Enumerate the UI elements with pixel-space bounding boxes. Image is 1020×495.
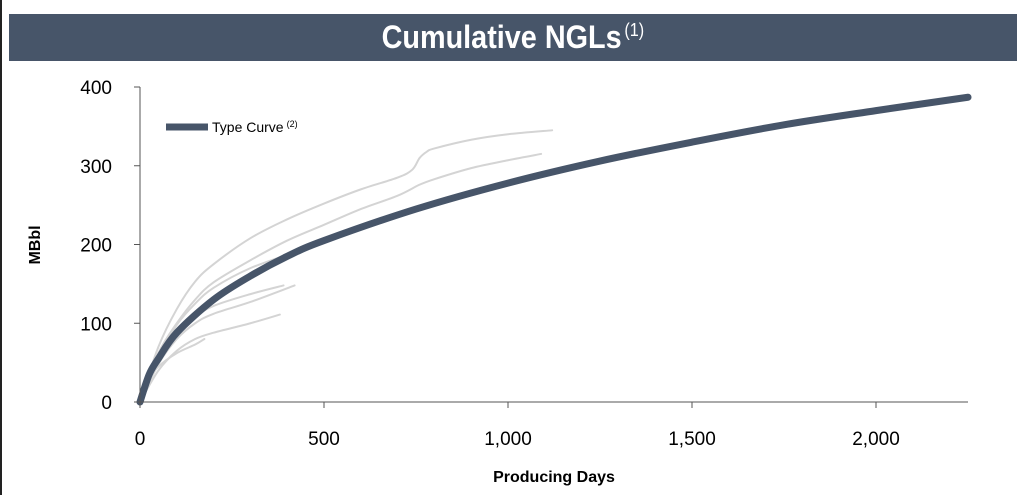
legend-label-text: Type Curve xyxy=(212,119,284,135)
well-curve-line-2 xyxy=(139,152,543,403)
y-tick-label: 300 xyxy=(80,157,112,178)
x-axis-ticks: 0 500 1,000 1,500 2,000 xyxy=(135,402,900,450)
y-tick-label: 400 xyxy=(80,78,112,99)
x-tick-label: 0 xyxy=(135,429,146,450)
legend-label-superscript: (2) xyxy=(287,119,298,129)
y-tick-label: 100 xyxy=(80,314,112,335)
y-axis-title: MBbl xyxy=(27,225,44,264)
well-curves xyxy=(139,129,554,403)
type-curve-line xyxy=(136,93,972,406)
x-tick-label: 2,000 xyxy=(852,429,900,450)
well-curve-line-6 xyxy=(139,313,281,403)
y-tick-label: 0 xyxy=(101,393,112,414)
well-curve-line-1 xyxy=(139,129,554,403)
chart-title-text: Cumulative NGLs xyxy=(381,19,622,55)
x-tick-label: 500 xyxy=(308,429,340,450)
x-tick-label: 1,000 xyxy=(484,429,532,450)
x-axis-title: Producing Days xyxy=(493,469,615,486)
chart-title: Cumulative NGLs (1) xyxy=(382,19,645,56)
type-curve-group xyxy=(136,93,972,406)
chart-title-bar: Cumulative NGLs (1) xyxy=(9,14,1017,61)
legend: Type Curve (2) xyxy=(166,119,298,135)
x-tick-label: 1,500 xyxy=(668,429,716,450)
well-curve-line-3 xyxy=(139,251,296,403)
y-tick-label: 200 xyxy=(80,236,112,257)
legend-label-type-curve: Type Curve (2) xyxy=(212,119,298,135)
chart-title-superscript: (1) xyxy=(624,20,645,40)
y-axis-ticks: 0 100 200 300 400 xyxy=(80,78,140,414)
